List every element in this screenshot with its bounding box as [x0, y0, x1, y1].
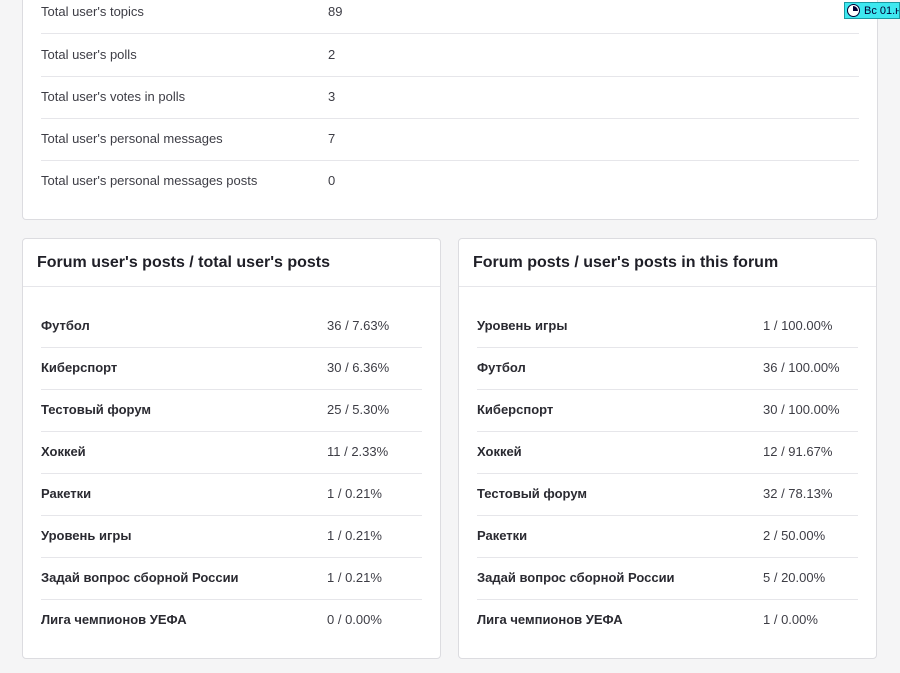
forum-value: 25 / 5.30%: [327, 402, 390, 417]
clock-icon: [847, 4, 860, 17]
forum-name: Лига чемпионов УЕФА: [41, 612, 187, 627]
stat-value: 0: [328, 173, 336, 188]
clock-widget[interactable]: Вс 01.н: [844, 2, 900, 19]
forum-name: Ракетки: [41, 486, 92, 501]
forum-value: 1 / 0.21%: [327, 486, 382, 501]
forum-name: Лига чемпионов УЕФА: [477, 612, 623, 627]
stat-row-topics: Total user's topics 89: [41, 0, 859, 34]
stat-value: 89: [328, 4, 343, 19]
table-row: Футбол 36 / 7.63%: [41, 305, 422, 348]
forum-name: Тестовый форум: [477, 486, 588, 501]
forum-posts-share-card: Forum user's posts / total user's posts …: [22, 238, 441, 659]
stat-label: Total user's topics: [41, 4, 144, 19]
forum-value: 12 / 91.67%: [763, 444, 833, 459]
forum-value: 0 / 0.00%: [327, 612, 382, 627]
forum-name: Ракетки: [477, 528, 528, 543]
table-row: Ракетки 2 / 50.00%: [477, 515, 858, 558]
table-row: Футбол 36 / 100.00%: [477, 347, 858, 390]
forum-value: 1 / 0.21%: [327, 570, 382, 585]
table-row: Лига чемпионов УЕФА 0 / 0.00%: [41, 599, 422, 641]
forum-name: Футбол: [41, 318, 90, 333]
stat-label: Total user's votes in polls: [41, 89, 186, 104]
stat-value: 2: [328, 47, 336, 62]
card-header: Forum user's posts / total user's posts: [23, 239, 440, 287]
forum-name: Уровень игры: [477, 318, 568, 333]
table-row: Уровень игры 1 / 0.21%: [41, 515, 422, 558]
forum-name: Хоккей: [41, 444, 86, 459]
forum-value: 32 / 78.13%: [763, 486, 833, 501]
card-title: Forum posts / user's posts in this forum: [473, 254, 779, 271]
stat-row-polls: Total user's polls 2: [41, 34, 859, 77]
stat-row-pm: Total user's personal messages 7: [41, 118, 859, 161]
forum-value: 1 / 0.21%: [327, 528, 382, 543]
forum-value: 30 / 6.36%: [327, 360, 390, 375]
forum-value: 36 / 100.00%: [763, 360, 840, 375]
forum-value: 11 / 2.33%: [327, 444, 389, 459]
forum-name: Задай вопрос сборной России: [477, 570, 675, 585]
table-row: Киберспорт 30 / 6.36%: [41, 347, 422, 390]
table-row: Хоккей 12 / 91.67%: [477, 431, 858, 474]
table-row: Задай вопрос сборной России 5 / 20.00%: [477, 557, 858, 600]
stat-row-votes: Total user's votes in polls 3: [41, 76, 859, 119]
forum-name: Хоккей: [477, 444, 522, 459]
stat-label: Total user's personal messages: [41, 131, 223, 146]
forum-name: Тестовый форум: [41, 402, 152, 417]
stat-value: 3: [328, 89, 336, 104]
forum-value: 36 / 7.63%: [327, 318, 390, 333]
table-row: Киберспорт 30 / 100.00%: [477, 389, 858, 432]
table-row: Уровень игры 1 / 100.00%: [477, 305, 858, 348]
stat-row-pm-posts: Total user's personal messages posts 0: [41, 160, 859, 202]
forum-value: 5 / 20.00%: [763, 570, 826, 585]
table-row: Задай вопрос сборной России 1 / 0.21%: [41, 557, 422, 600]
forum-value: 2 / 50.00%: [763, 528, 826, 543]
forum-value: 30 / 100.00%: [763, 402, 840, 417]
card-title: Forum user's posts / total user's posts: [37, 254, 331, 271]
forum-activity-card: Forum posts / user's posts in this forum…: [458, 238, 877, 659]
forum-name: Киберспорт: [41, 360, 118, 375]
card-header: Forum posts / user's posts in this forum: [459, 239, 876, 287]
forum-name: Футбол: [477, 360, 526, 375]
forum-name: Киберспорт: [477, 402, 554, 417]
forum-value: 1 / 0.00%: [763, 612, 818, 627]
table-row: Тестовый форум 32 / 78.13%: [477, 473, 858, 516]
forum-value: 1 / 100.00%: [763, 318, 833, 333]
table-row: Хоккей 11 / 2.33%: [41, 431, 422, 474]
clock-text: Вс 01.н: [864, 5, 900, 17]
stat-label: Total user's polls: [41, 47, 137, 62]
forum-name: Уровень игры: [41, 528, 132, 543]
table-row: Ракетки 1 / 0.21%: [41, 473, 422, 516]
stat-label: Total user's personal messages posts: [41, 173, 258, 188]
user-stats-summary-card: Total user's topics 89 Total user's poll…: [22, 0, 878, 220]
table-row: Тестовый форум 25 / 5.30%: [41, 389, 422, 432]
forum-name: Задай вопрос сборной России: [41, 570, 239, 585]
stat-value: 7: [328, 131, 336, 146]
table-row: Лига чемпионов УЕФА 1 / 0.00%: [477, 599, 858, 641]
